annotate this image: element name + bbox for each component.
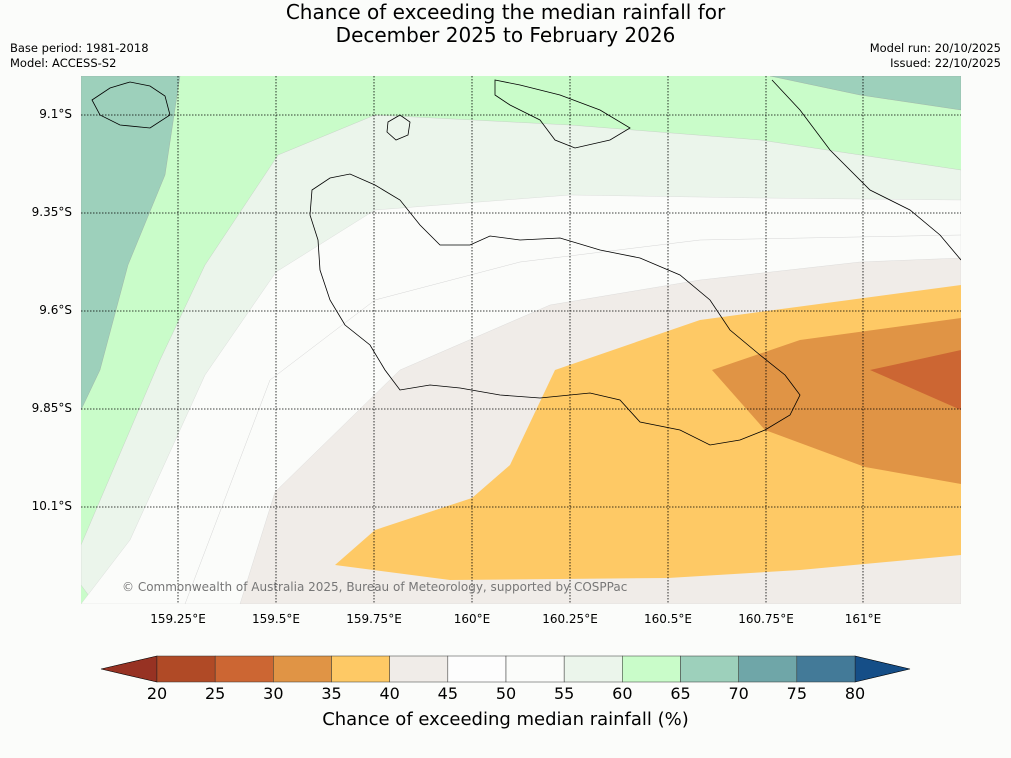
x-tick-label: 160.25°E <box>542 612 598 626</box>
y-tick-label: 9.85°S <box>31 401 72 415</box>
model-name: Model: ACCESS-S2 <box>10 56 117 70</box>
colorbar-tick-label: 80 <box>844 684 866 703</box>
colorbar-over-arrow <box>854 655 911 683</box>
colorbar-tick-label: 55 <box>553 684 575 703</box>
colorbar-swatch <box>563 655 623 683</box>
colorbar-under-arrow <box>100 655 158 683</box>
colorbar-swatch <box>796 655 856 683</box>
region-25-30 <box>870 350 961 410</box>
colorbar-tick-label: 30 <box>263 684 284 703</box>
copyright-notice: © Commonwealth of Australia 2025, Bureau… <box>122 580 628 594</box>
coastline-savo-russell <box>91 79 631 149</box>
colorbar-tick-label: 25 <box>204 684 226 703</box>
colorbar-swatch <box>622 655 681 683</box>
coastline-malaita <box>771 79 961 261</box>
issued-date: Issued: 22/10/2025 <box>890 56 1001 70</box>
colorbar-tick-label: 20 <box>146 684 168 703</box>
colorbar-tick-label: 35 <box>321 684 342 703</box>
region-30-35 <box>712 318 961 484</box>
colorbar-swatch <box>273 655 332 683</box>
x-tick-label: 160°E <box>453 612 491 626</box>
colorbar-tick-label: 40 <box>379 684 400 703</box>
y-tick-label: 9.35°S <box>31 205 72 219</box>
gridlines <box>81 76 961 604</box>
colorbar-tick-label: 60 <box>612 684 633 703</box>
coastline-guadalcanal <box>309 173 801 446</box>
colorbar-tick-label: 70 <box>728 684 749 703</box>
title-line-2: December 2025 to February 2026 <box>335 23 676 47</box>
x-tick-label: 160.75°E <box>738 612 794 626</box>
colorbar-tick-label: 50 <box>495 684 517 703</box>
x-tick-label: 159.5°E <box>252 612 300 626</box>
y-tick-label: 10.1°S <box>31 499 72 513</box>
colorbar-swatch <box>680 655 739 683</box>
colorbar-swatch <box>214 655 274 683</box>
colorbar-swatch <box>389 655 449 683</box>
y-tick-label: 9.1°S <box>39 107 72 121</box>
x-tick-label: 160.5°E <box>644 612 692 626</box>
colorbar-swatch <box>505 655 565 683</box>
colorbar-swatch <box>331 655 390 683</box>
model-run: Model run: 20/10/2025 <box>869 41 1001 55</box>
colorbar-tick-label: 45 <box>437 684 458 703</box>
colorbar-swatch <box>738 655 798 683</box>
region-65-70-west <box>81 76 181 411</box>
colorbar-label: Chance of exceeding median rainfall (%) <box>322 709 689 730</box>
colorbar-tick-label: 65 <box>670 684 691 703</box>
colorbar-swatch <box>156 655 216 683</box>
x-tick-label: 161°E <box>844 612 882 626</box>
title-line-1: Chance of exceeding the median rainfall … <box>285 0 726 24</box>
colorbar-tick-label: 75 <box>786 684 807 703</box>
colorbar <box>100 655 911 683</box>
colorbar-swatch <box>447 655 507 683</box>
region-65-70-northeast <box>769 76 961 111</box>
y-tick-label: 9.6°S <box>39 303 72 317</box>
x-tick-label: 159.75°E <box>346 612 402 626</box>
base-period: Base period: 1981-2018 <box>10 41 149 55</box>
x-tick-label: 159.25°E <box>150 612 206 626</box>
